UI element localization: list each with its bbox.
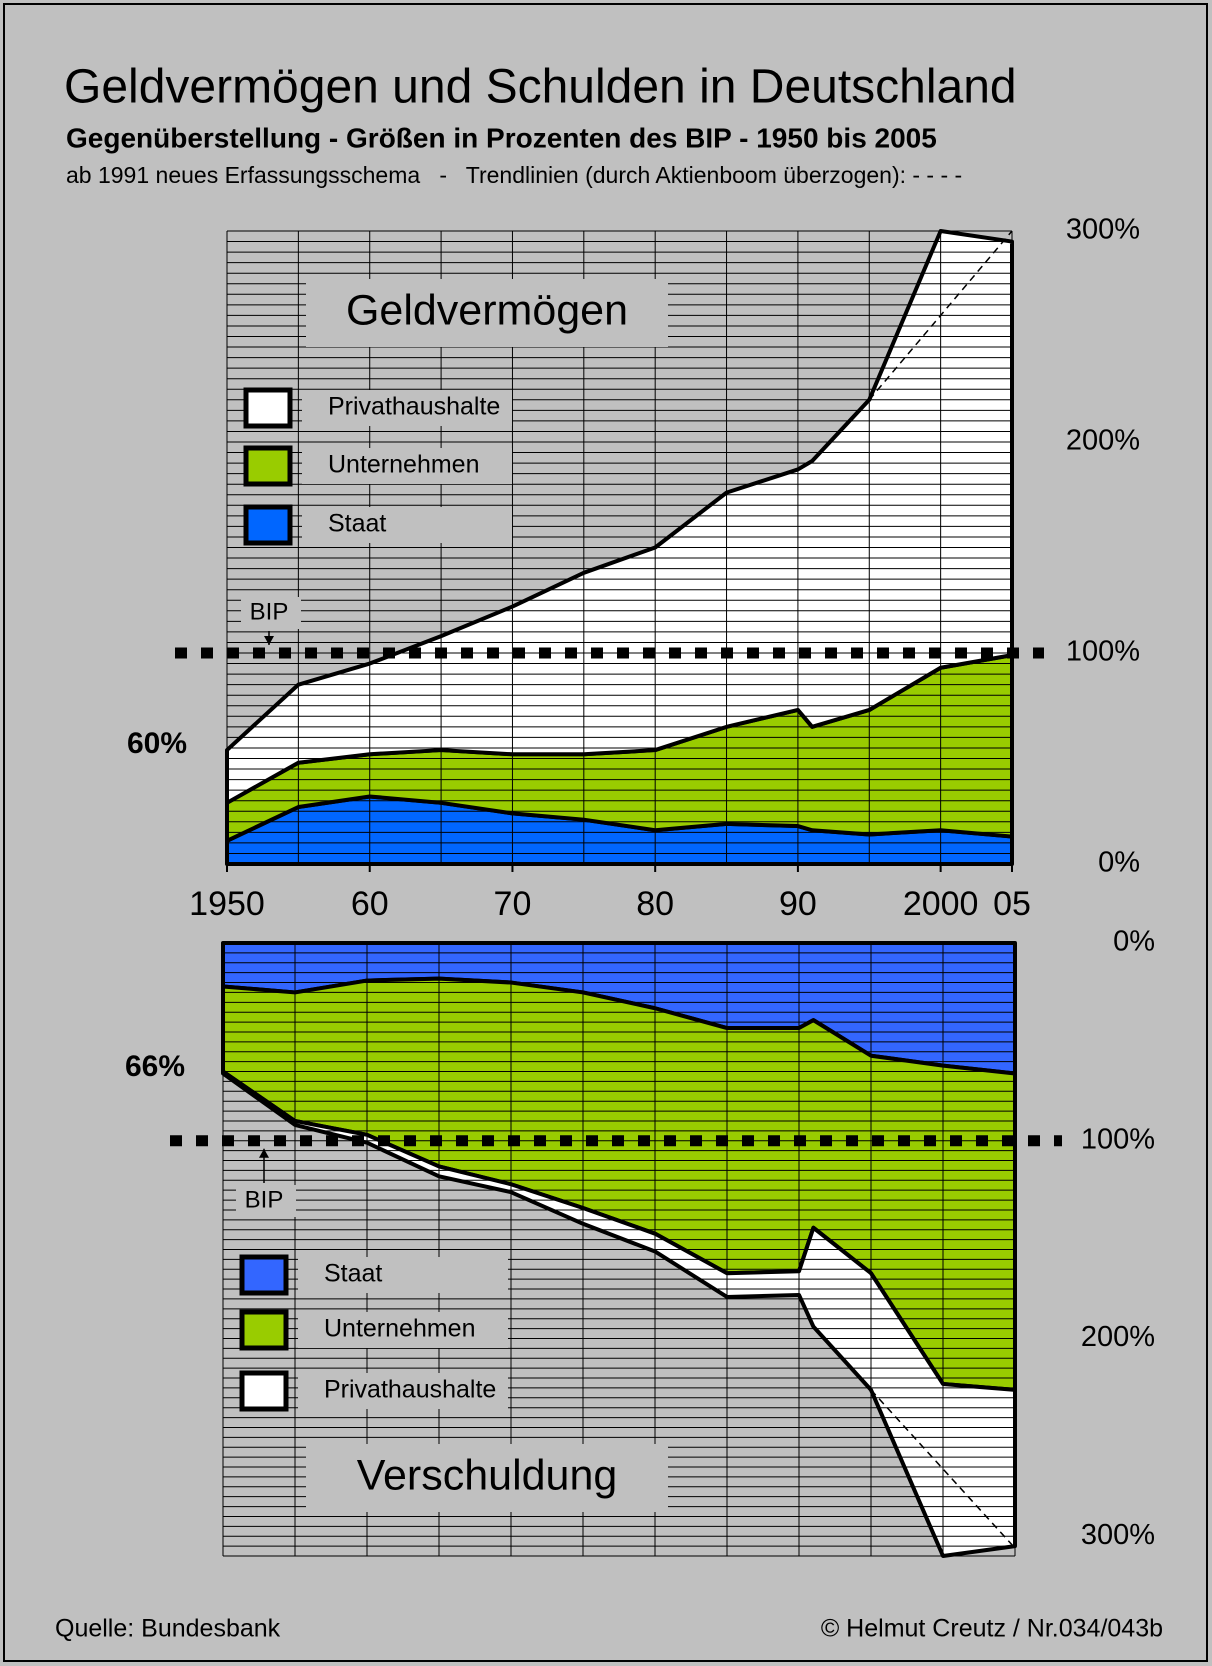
x-tick-label: 60	[351, 885, 389, 923]
x-tick-label: 05	[993, 885, 1031, 923]
label-box	[241, 597, 301, 629]
legend-label: Unternehmen	[324, 1315, 475, 1343]
x-tick-label: 70	[494, 885, 532, 923]
legend-swatch	[243, 504, 293, 546]
start-label: 60%	[127, 727, 187, 760]
legend-label-box	[302, 507, 512, 543]
legend-label: Privathaushalte	[328, 393, 500, 421]
reference-label: BIP	[245, 1186, 284, 1213]
legend-label-box	[298, 1312, 508, 1348]
arrow-head	[259, 1148, 269, 1158]
panel-title: Verschuldung	[357, 1451, 618, 1499]
legend-label: Unternehmen	[328, 451, 479, 479]
label-box	[236, 1185, 296, 1217]
x-tick-label: 1950	[189, 885, 265, 923]
start-label: 66%	[125, 1050, 185, 1083]
y-tick-label: 300%	[1081, 1519, 1155, 1551]
y-tick-label: 100%	[1066, 636, 1140, 668]
y-tick-label: 300%	[1066, 214, 1140, 246]
x-tick-label: 2000	[903, 885, 979, 923]
legend-label: Staat	[324, 1260, 382, 1288]
chart-title: Geldvermögen und Schulden in Deutschland	[64, 61, 1017, 114]
y-tick-label: 0%	[1098, 847, 1140, 879]
legend-swatch	[243, 445, 293, 487]
arrow-head	[264, 636, 274, 645]
legend-label: Privathaushalte	[324, 1376, 496, 1404]
y-tick-label: 200%	[1081, 1321, 1155, 1353]
y-tick-label: 100%	[1081, 1123, 1155, 1155]
panel-title: Geldvermögen	[346, 286, 628, 334]
title-box	[306, 279, 668, 347]
x-tick-label: 80	[636, 885, 674, 923]
legend-label-box	[302, 390, 512, 426]
legend-swatch	[243, 387, 293, 429]
chart-subtitle: Gegenüberstellung - Größen in Prozenten …	[66, 122, 937, 153]
legend-swatch	[239, 1370, 289, 1412]
y-tick-label: 200%	[1066, 425, 1140, 457]
legend-swatch	[239, 1254, 289, 1296]
legend-label-box	[298, 1373, 508, 1409]
chart-note: ab 1991 neues Erfassungsschema - Trendli…	[66, 162, 962, 188]
legend-label-box	[298, 1257, 508, 1293]
source: Quelle: Bundesbank	[55, 1615, 281, 1643]
legend-label-box	[302, 448, 512, 484]
reference-label: BIP	[250, 598, 289, 625]
credit: © Helmut Creutz / Nr.034/043b	[821, 1615, 1163, 1643]
legend-swatch	[239, 1309, 289, 1351]
y-tick-label: 0%	[1113, 926, 1155, 958]
x-tick-label: 90	[779, 885, 817, 923]
title-box	[306, 1444, 668, 1512]
trend-line	[868, 230, 1013, 401]
legend-label: Staat	[328, 510, 386, 538]
